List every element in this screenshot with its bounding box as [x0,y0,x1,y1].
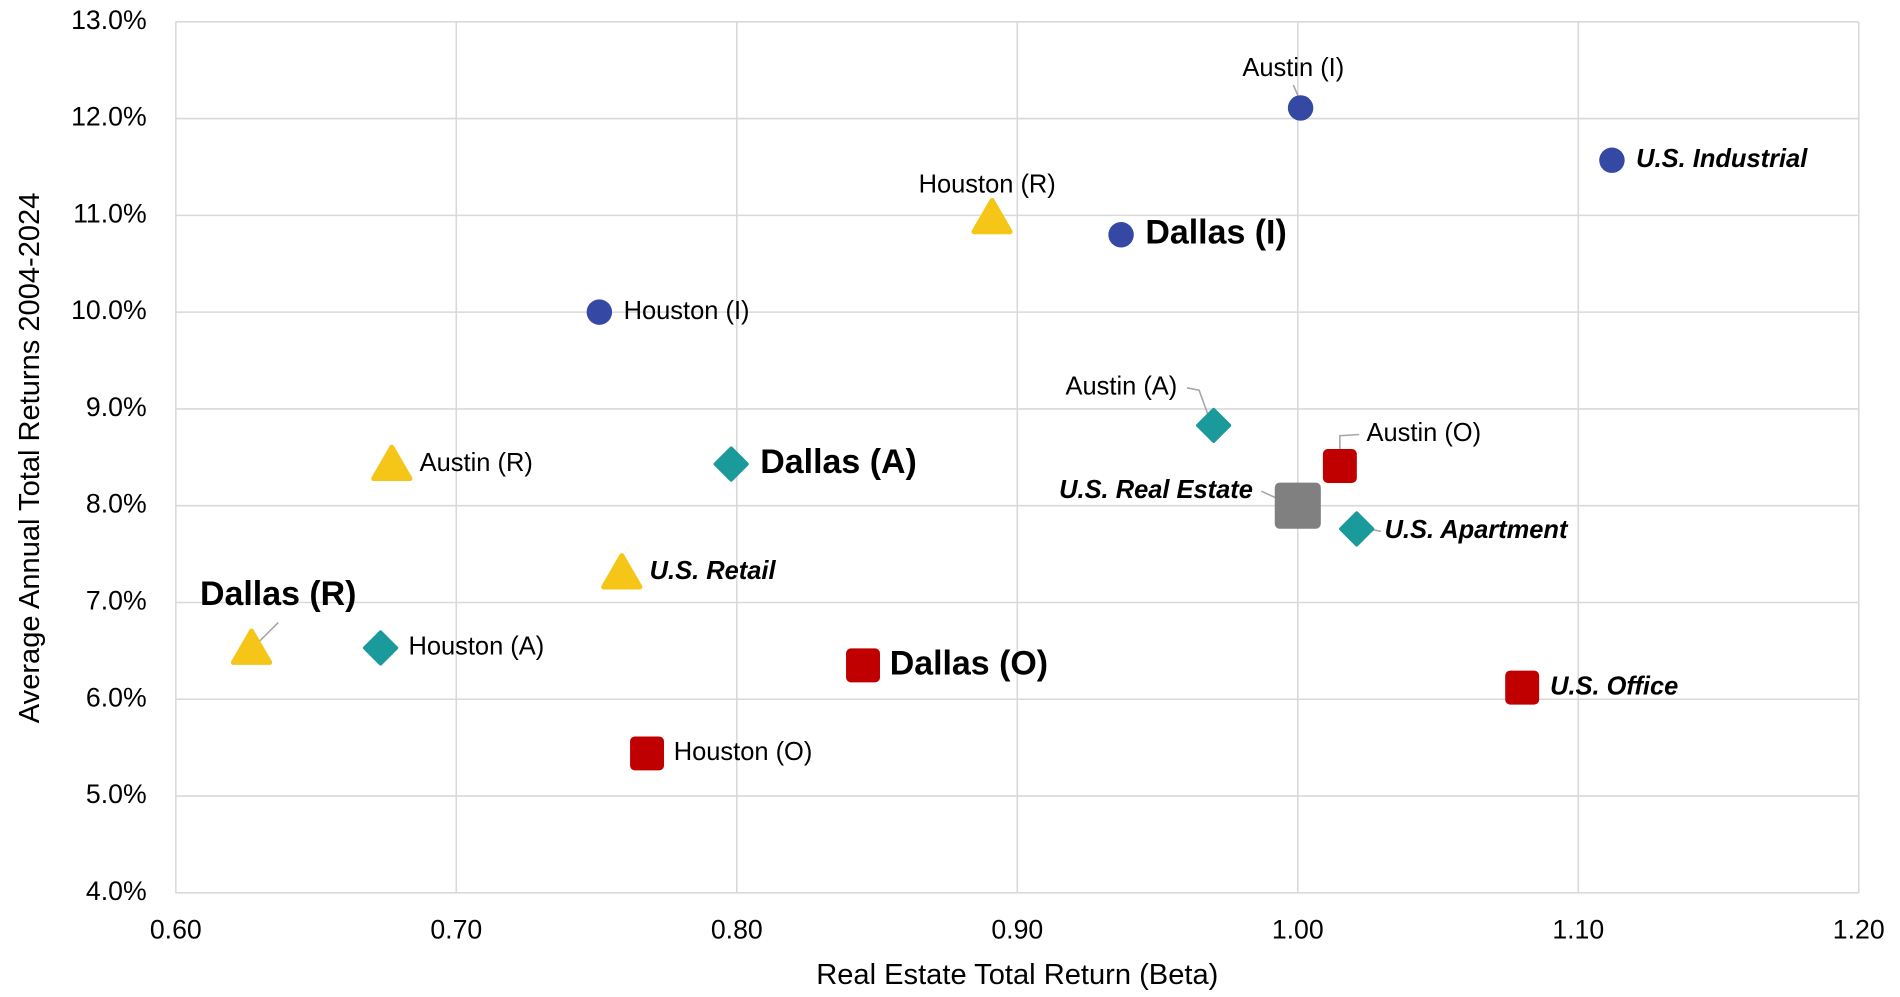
point-label: Dallas (R) [200,575,357,613]
point-label: Dallas (A) [760,443,917,481]
y-tick-label: 8.0% [86,489,147,519]
point [1196,407,1232,443]
point [1274,482,1321,529]
point-label: U.S. Apartment [1385,516,1569,544]
point-label: Houston (A) [408,633,544,661]
point [1108,221,1134,248]
y-tick-label: 4.0% [86,876,147,906]
point [1287,95,1314,121]
leader-line [1261,490,1278,500]
point-label: Dallas (O) [890,644,1048,682]
point-label: U.S. Real Estate [1059,476,1253,504]
x-tick-label: 0.80 [711,915,763,945]
x-axis-title: Real Estate Total Return (Beta) [816,959,1218,991]
point [630,736,665,771]
point-label: Austin (O) [1367,419,1482,447]
point [230,628,273,665]
leader-line [255,621,279,645]
y-tick-label: 5.0% [86,779,147,809]
point-label: Houston (R) [919,171,1056,199]
x-tick-label: 0.90 [991,915,1043,945]
point-label: Dallas (I) [1145,214,1286,252]
point [1322,449,1357,483]
y-axis-title: Average Annual Total Returns 2004-2024 [14,193,46,724]
point [1599,147,1625,173]
x-tick-label: 1.10 [1552,915,1604,945]
point [1505,670,1540,705]
y-tick-label: 7.0% [86,586,147,616]
y-tick-label: 6.0% [86,682,147,712]
point-label: U.S. Industrial [1636,145,1808,173]
x-tick-label: 1.20 [1833,915,1885,945]
y-tick-label: 9.0% [86,392,147,422]
point [846,648,880,683]
x-tick-label: 0.70 [430,915,482,945]
y-tick-label: 13.0% [71,5,147,35]
x-tick-label: 1.00 [1272,915,1324,945]
point-label: Austin (I) [1242,54,1344,82]
y-tick-label: 10.0% [71,295,147,325]
y-tick-label: 12.0% [71,102,147,132]
point-label: Houston (O) [674,738,813,766]
point-label: Houston (I) [624,297,750,325]
point-label: Austin (R) [420,449,533,477]
y-tick-label: 11.0% [73,198,147,228]
point [601,553,643,590]
point [971,197,1013,235]
x-tick-label: 0.60 [150,915,202,945]
point-label: U.S. Office [1550,672,1678,700]
point-label: Austin (A) [1066,373,1178,401]
leader-line [1186,387,1210,418]
point [362,630,399,666]
point-label: U.S. Retail [650,557,777,585]
point [586,299,613,325]
point [371,444,413,482]
point [1339,511,1375,547]
point [713,446,749,482]
